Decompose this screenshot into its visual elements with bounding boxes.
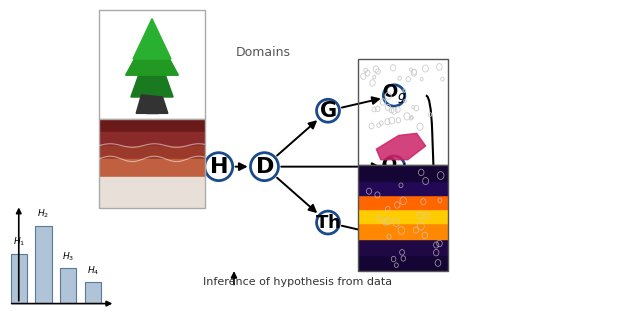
Text: $H_{4}$: $H_{4}$ bbox=[87, 264, 99, 277]
Bar bbox=[85, 282, 101, 304]
Text: $\mathbf{O}_{d}$: $\mathbf{O}_{d}$ bbox=[381, 155, 407, 175]
Text: $H_{3}$: $H_{3}$ bbox=[62, 250, 74, 263]
Text: $\mathbf{O}_{g}$: $\mathbf{O}_{g}$ bbox=[381, 82, 406, 106]
Circle shape bbox=[383, 227, 404, 248]
Bar bbox=[60, 268, 76, 304]
Polygon shape bbox=[136, 95, 168, 113]
Polygon shape bbox=[131, 37, 173, 97]
Text: $\mathbf{O}_{Th}$: $\mathbf{O}_{Th}$ bbox=[380, 227, 408, 246]
Text: Domains: Domains bbox=[236, 46, 291, 59]
Polygon shape bbox=[146, 91, 158, 113]
Polygon shape bbox=[376, 133, 426, 160]
Circle shape bbox=[383, 156, 404, 177]
Text: $H_{1}$: $H_{1}$ bbox=[13, 236, 25, 248]
Bar bbox=[11, 254, 27, 304]
Bar bbox=[35, 226, 52, 304]
Text: $\mathbf{G}$: $\mathbf{G}$ bbox=[319, 101, 337, 121]
Text: Inference of hypothesis from data: Inference of hypothesis from data bbox=[203, 277, 392, 287]
Text: $\mathbf{H}$: $\mathbf{H}$ bbox=[209, 157, 228, 177]
Polygon shape bbox=[125, 26, 179, 75]
Circle shape bbox=[317, 211, 339, 234]
Circle shape bbox=[250, 153, 278, 181]
Circle shape bbox=[205, 153, 233, 181]
Circle shape bbox=[383, 85, 404, 106]
Text: $\mathbf{Th}$: $\mathbf{Th}$ bbox=[315, 214, 341, 232]
Text: $\mathbf{D}$: $\mathbf{D}$ bbox=[255, 157, 274, 177]
Circle shape bbox=[317, 99, 339, 122]
Polygon shape bbox=[133, 18, 171, 59]
Text: $H_{2}$: $H_{2}$ bbox=[37, 208, 49, 220]
